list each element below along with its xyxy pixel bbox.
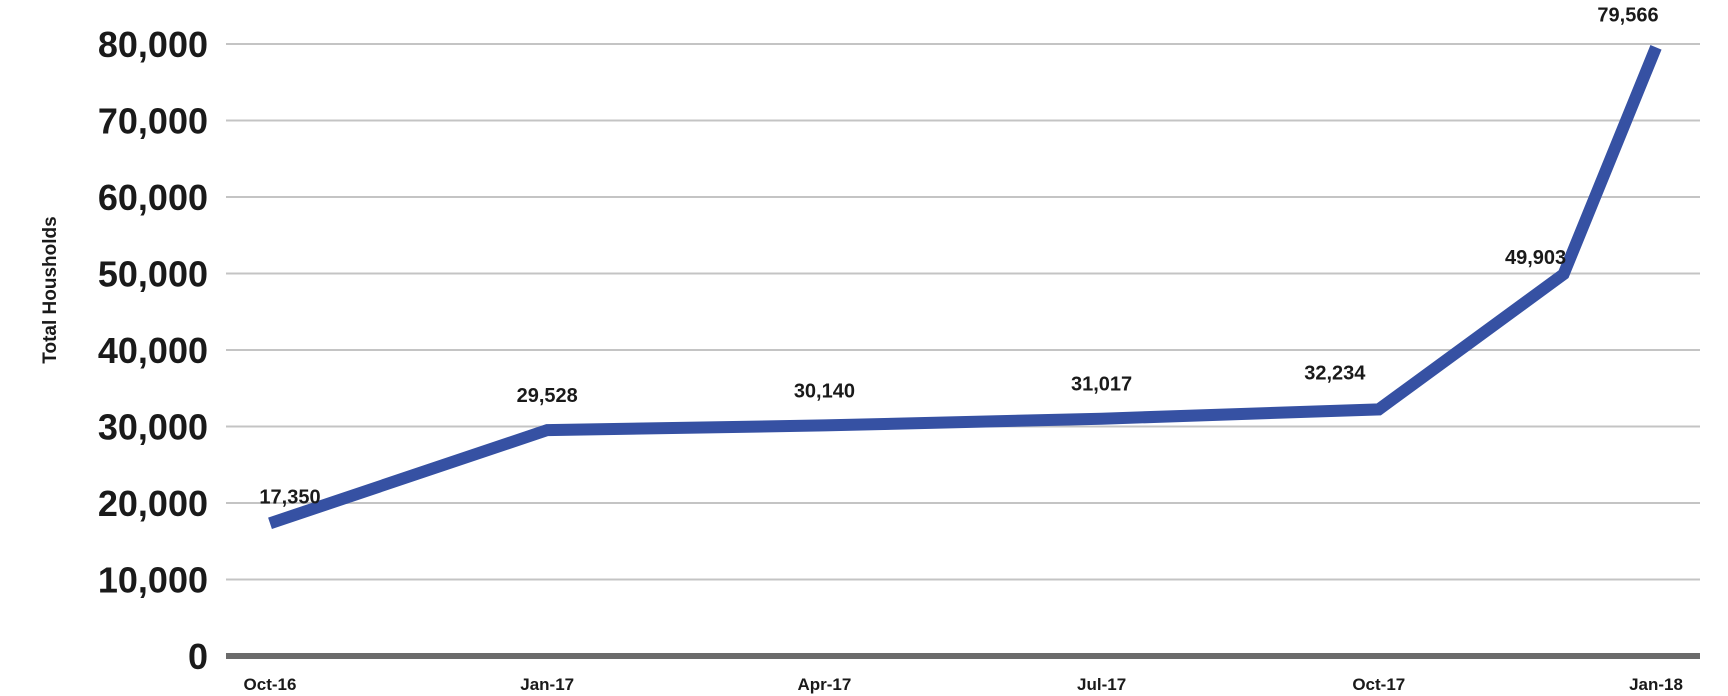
y-tick-label: 60,000 xyxy=(98,177,208,218)
data-label: 32,234 xyxy=(1304,362,1366,384)
x-tick-label: Apr-17 xyxy=(797,675,851,694)
x-tick-label: Oct-16 xyxy=(244,675,297,694)
y-tick-label: 80,000 xyxy=(98,24,208,65)
x-tick-label: Jan-18 xyxy=(1629,675,1683,694)
data-label: 49,903 xyxy=(1505,247,1566,269)
x-tick-label: Jul-17 xyxy=(1077,675,1126,694)
series-lines xyxy=(268,45,1662,529)
y-tick-label: 30,000 xyxy=(98,407,208,448)
data-label: 79,566 xyxy=(1597,4,1658,26)
y-tick-label: 20,000 xyxy=(98,483,208,524)
y-axis-label: Total Housholds xyxy=(40,216,61,363)
x-tick-label: Jan-17 xyxy=(520,675,574,694)
data-label: 31,017 xyxy=(1071,374,1132,396)
data-label: 30,140 xyxy=(794,380,855,402)
data-labels: 17,350 29,528 30,140 31,017 32,234 49,903 79,5… xyxy=(259,4,1658,508)
y-tick-label: 10,000 xyxy=(98,560,208,601)
y-axis-tick-labels: 0 10,000 20,000 30,000 40,000 50,000 60,000 70,… xyxy=(98,24,208,677)
series-line xyxy=(268,45,1662,529)
x-axis-tick-labels: Oct-16 Jan-17 Apr-17 Jul-17 Oct-17 Jan-18 xyxy=(244,675,1683,694)
gridlines xyxy=(226,43,1700,659)
y-tick-label: 70,000 xyxy=(98,101,208,142)
data-label: 29,528 xyxy=(517,385,578,407)
data-label: 17,350 xyxy=(259,486,320,508)
y-tick-label: 0 xyxy=(188,636,208,677)
x-tick-label: Oct-17 xyxy=(1352,675,1405,694)
y-tick-label: 50,000 xyxy=(98,254,208,295)
y-tick-label: 40,000 xyxy=(98,330,208,371)
